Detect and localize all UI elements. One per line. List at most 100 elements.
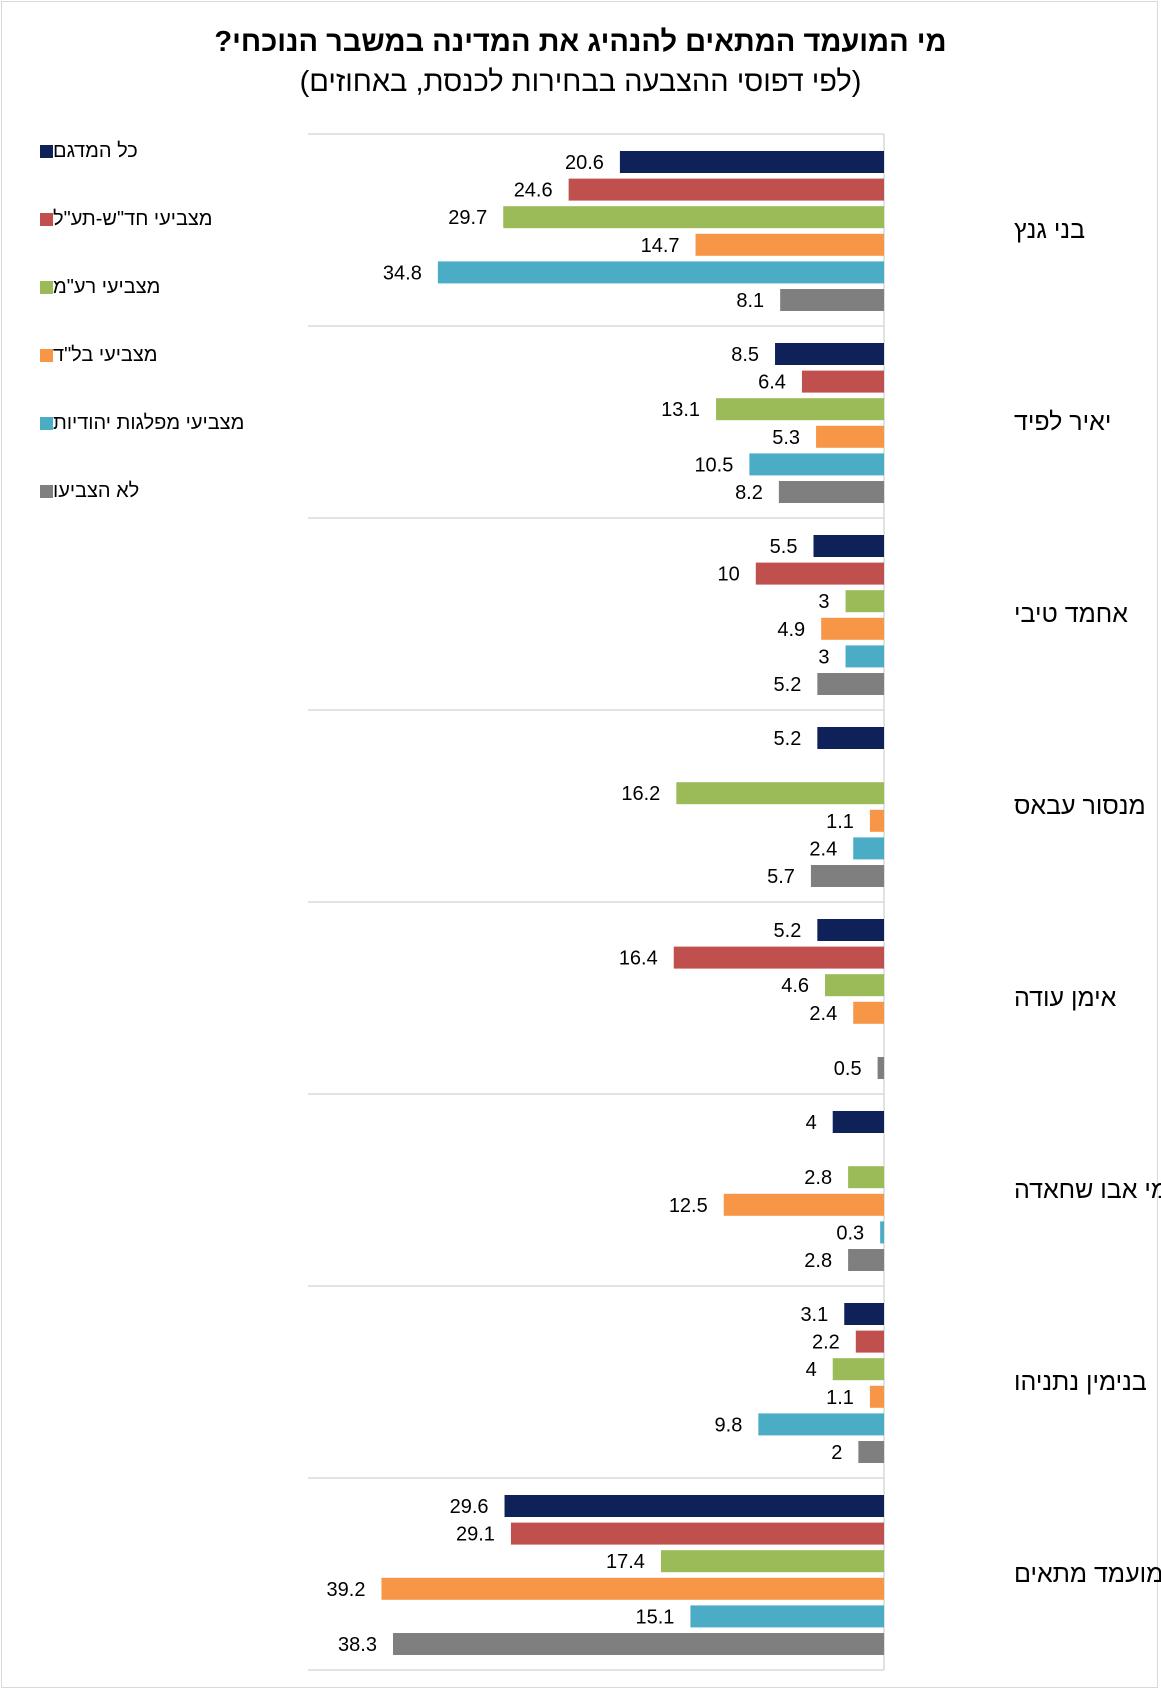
bar	[821, 617, 884, 640]
data-label: 5.5	[770, 536, 798, 558]
data-label: 8.5	[731, 344, 759, 366]
bar	[810, 865, 884, 887]
data-label: 3	[818, 591, 829, 613]
bar	[503, 206, 884, 229]
bar	[801, 370, 884, 393]
chart-subtitle: (לפי דפוסי ההצבעה בבחירות לכנסת, באחוזים…	[299, 66, 862, 98]
bar	[858, 1441, 884, 1463]
data-label: 3	[818, 646, 829, 668]
data-label: 3.1	[800, 1304, 828, 1326]
legend-swatch	[40, 417, 53, 431]
legend-label: מצביעי בל"ד	[53, 344, 158, 366]
bar	[869, 1385, 884, 1408]
bar	[780, 289, 884, 311]
category-label: מנסור עבאס	[1014, 792, 1146, 820]
bar	[877, 1057, 884, 1079]
bar	[825, 974, 884, 997]
data-label: 14.7	[641, 235, 680, 257]
data-label: 6.4	[758, 372, 786, 394]
bar	[716, 398, 884, 421]
legend-label: מצביעי חד"ש-תע"ל	[53, 208, 213, 230]
category-label: אין היום מועמד מתאים	[1014, 1560, 1161, 1588]
legend-swatch	[40, 485, 53, 499]
data-label: 29.6	[450, 1496, 489, 1518]
data-label: 8.2	[735, 482, 763, 504]
category-label: בני גנץ	[1014, 216, 1085, 244]
data-label: 16.4	[619, 948, 658, 970]
data-label: 12.5	[669, 1195, 708, 1217]
data-label: 10.5	[694, 454, 733, 476]
bar	[855, 1330, 884, 1353]
legend-label: כל המדגם	[53, 140, 138, 162]
bar	[437, 261, 884, 284]
bar	[848, 1249, 884, 1271]
data-label: 29.7	[448, 207, 487, 229]
bar	[845, 590, 884, 613]
bar	[673, 946, 884, 969]
bar	[723, 1193, 884, 1216]
bar	[755, 562, 884, 585]
bar	[844, 1303, 884, 1325]
bar	[869, 809, 884, 832]
bar	[775, 343, 884, 365]
data-label: 2.8	[804, 1167, 832, 1189]
bar	[817, 727, 884, 749]
bar	[690, 1605, 884, 1628]
bar	[568, 178, 884, 201]
bar	[817, 919, 884, 941]
data-label: 2	[831, 1442, 842, 1464]
bar	[758, 1413, 884, 1436]
data-label: 13.1	[661, 399, 700, 421]
data-label: 0.3	[836, 1222, 864, 1244]
category-label: סאמי אבו שחאדה	[1014, 1176, 1161, 1204]
bar	[832, 1111, 884, 1133]
data-label: 38.3	[338, 1634, 377, 1656]
legend-label: מצביעי רע"מ	[53, 276, 161, 298]
data-label: 5.3	[772, 427, 800, 449]
data-label: 4.6	[781, 975, 809, 997]
bar	[676, 782, 884, 805]
data-label: 1.1	[826, 811, 854, 833]
legend-item: מצביעי בל"ד	[36, 344, 158, 374]
data-label: 24.6	[514, 180, 553, 202]
chart-title: מי המועמד המתאים להנהיג את המדינה במשבר …	[214, 26, 947, 58]
bar	[813, 535, 884, 557]
category-label: בנימין נתניהו	[1014, 1368, 1147, 1396]
bar	[853, 837, 884, 860]
legend-label: לא הצביעו	[53, 480, 140, 502]
bar	[619, 151, 884, 173]
data-label: 16.2	[621, 783, 660, 805]
bar	[845, 645, 884, 668]
bar	[778, 481, 884, 503]
legend-item: לא הצביעו	[36, 480, 139, 510]
data-label: 20.6	[565, 152, 604, 174]
bar	[510, 1522, 884, 1545]
bar	[504, 1495, 884, 1517]
legend-item: מצביעי מפלגות יהודיות	[36, 412, 244, 442]
data-label: 34.8	[383, 262, 422, 284]
bar	[695, 233, 884, 256]
bar	[832, 1358, 884, 1381]
legend-label: מצביעי מפלגות יהודיות	[53, 412, 245, 434]
bar	[817, 673, 884, 695]
data-label: 39.2	[327, 1579, 366, 1601]
data-label: 2.4	[809, 1003, 837, 1025]
data-label: 5.2	[774, 920, 802, 942]
category-label: יאיר לפיד	[1014, 408, 1111, 436]
data-label: 4.9	[777, 619, 805, 641]
data-label: 8.1	[736, 290, 764, 312]
data-label: 29.1	[456, 1524, 495, 1546]
bar	[853, 1001, 884, 1024]
legend-swatch	[40, 349, 53, 363]
data-label: 15.1	[635, 1606, 674, 1628]
data-label: 4	[806, 1359, 817, 1381]
legend-item: מצביעי רע"מ	[36, 276, 160, 306]
bar	[816, 425, 884, 448]
legend-swatch	[40, 213, 53, 227]
data-label: 4	[806, 1112, 817, 1134]
data-label: 2.2	[812, 1332, 840, 1354]
bar	[749, 453, 884, 476]
category-label: אימן עודה	[1014, 984, 1117, 1012]
data-label: 1.1	[826, 1387, 854, 1409]
